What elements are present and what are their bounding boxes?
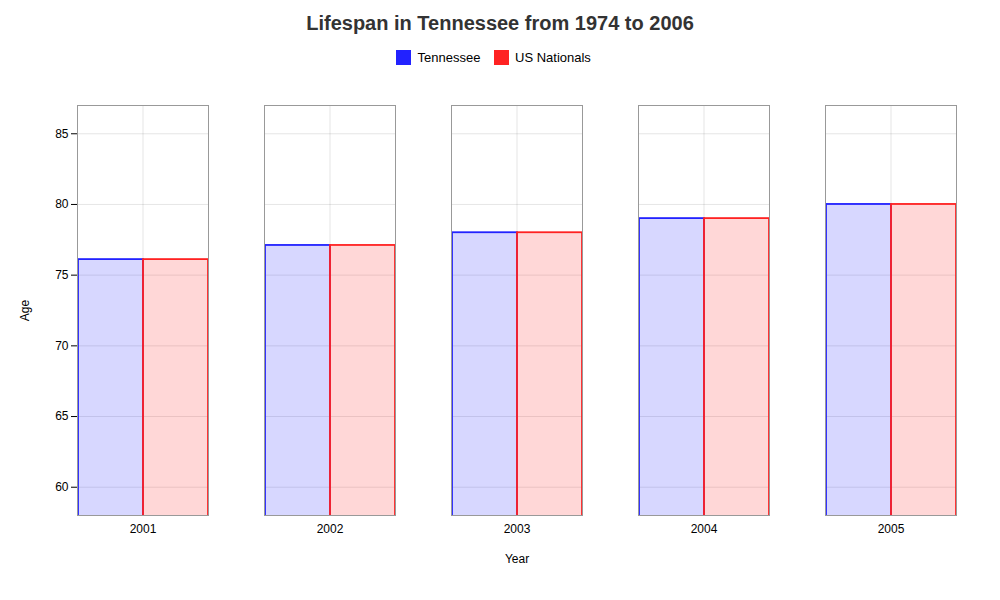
- svg-text:70: 70: [55, 338, 69, 352]
- svg-text:2004: 2004: [691, 522, 718, 536]
- svg-text:2003: 2003: [504, 522, 531, 536]
- svg-text:80: 80: [55, 197, 69, 211]
- svg-text:85: 85: [55, 126, 69, 140]
- html-text:Lifespan in Tennessee from 197: Lifespan in Tennessee from 1974 to 2006: [306, 12, 694, 34]
- svg-text:2001: 2001: [130, 522, 157, 536]
- svg-text:60: 60: [55, 480, 69, 494]
- svg-text:65: 65: [55, 409, 69, 423]
- svg-text:Year: Year: [505, 551, 529, 565]
- html-text:US Nationals: US Nationals: [515, 50, 591, 65]
- svg-text:75: 75: [55, 267, 69, 281]
- html-text:Tennessee: Tennessee: [417, 50, 481, 65]
- svg-text:Age: Age: [18, 299, 32, 321]
- svg-text:2002: 2002: [317, 522, 344, 536]
- svg-text:2005: 2005: [878, 522, 905, 536]
